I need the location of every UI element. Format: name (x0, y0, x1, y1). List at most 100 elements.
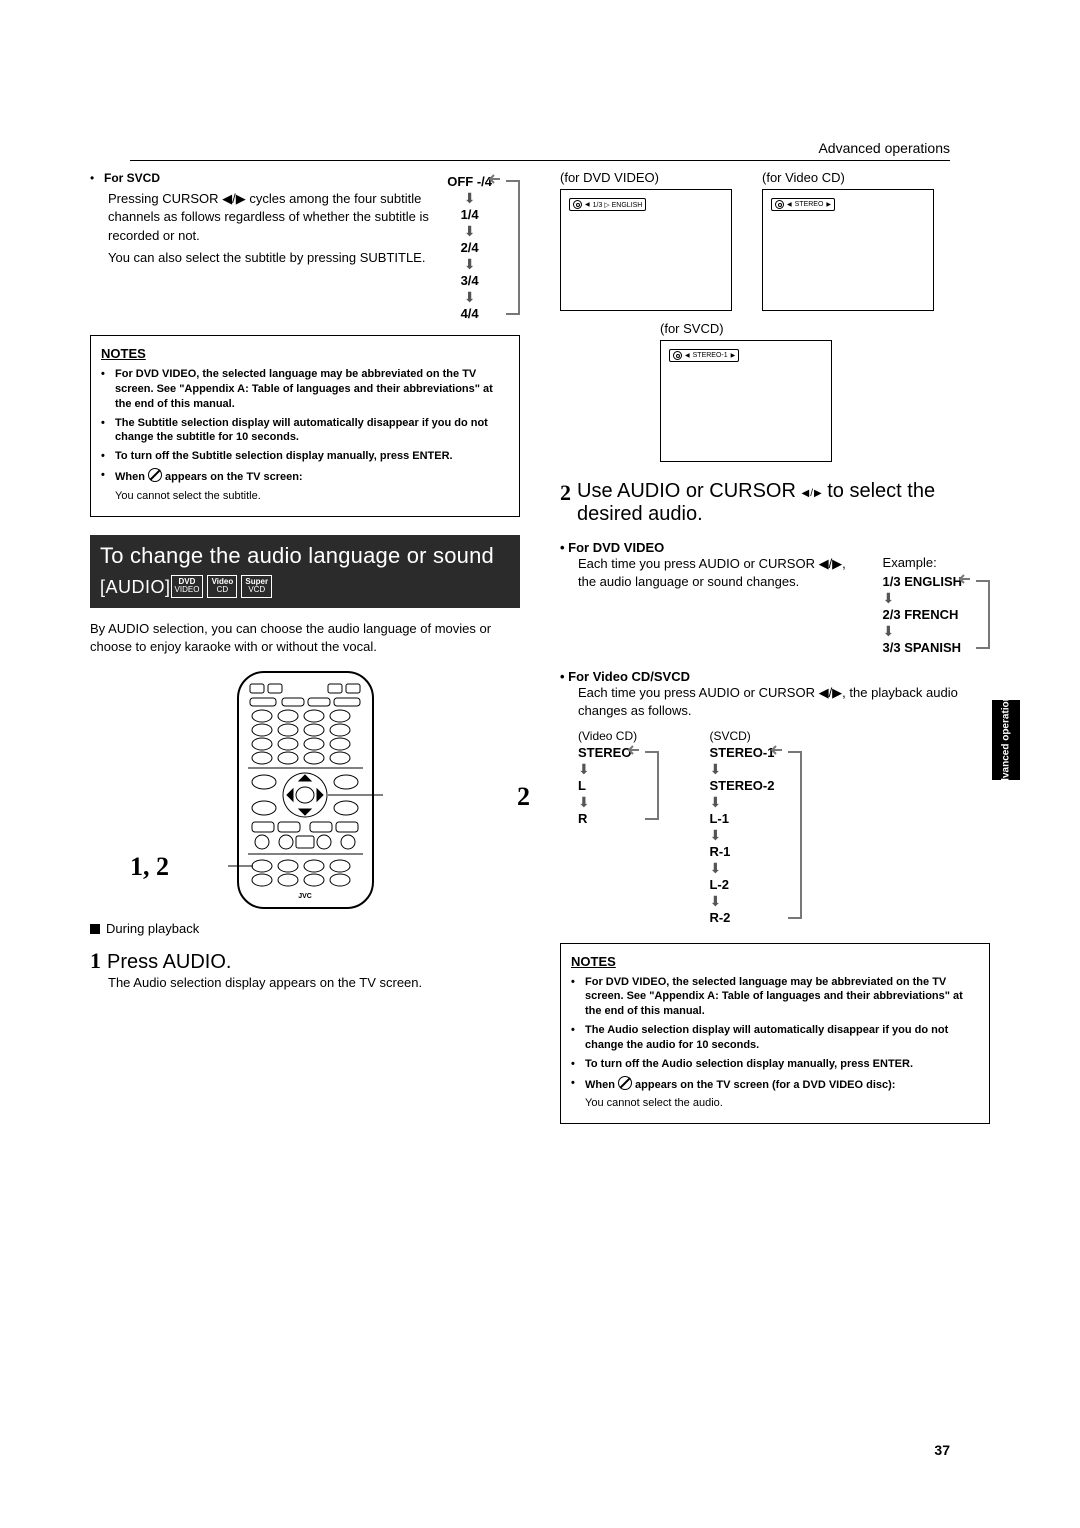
arrow-down-icon: ⬇ (709, 861, 721, 875)
arrow-down-icon: ⬇ (883, 591, 895, 605)
arrow-down-icon: ⬇ (578, 795, 590, 809)
band-subtitle: [AUDIO] (100, 577, 171, 598)
example-label: Example: (883, 555, 990, 570)
sequence-step: L-2 (709, 877, 729, 892)
arrow-down-icon: ⬇ (709, 828, 721, 842)
sequence-step: R-1 (709, 844, 730, 859)
screen-svcd: (for SVCD) STEREO-1 (660, 321, 990, 462)
notes-list: For DVD VIDEO, the selected language may… (101, 367, 509, 464)
dvd-sequence-bracket (972, 574, 990, 655)
remote-figure: JVC 2 1, 2 (90, 670, 520, 910)
format-badges: DVDVIDEOVideoCDSuperVCD (171, 575, 273, 598)
vcd-body: Each time you press AUDIO or CURSOR ◀/▶,… (578, 684, 990, 720)
sequence-step: 2/3 FRENCH (883, 607, 959, 622)
notes-when-body: You cannot select the subtitle. (115, 489, 509, 504)
callout-2: 2 (517, 782, 530, 812)
step-2-text-a: Use AUDIO or CURSOR (577, 480, 801, 502)
video-cd-sequence: STEREO ⬇ L ⬇ R (578, 745, 631, 826)
svcd-audio-sequence: STEREO-1⬇STEREO-2⬇L-1⬇R-1⬇L-2⬇R-2 (709, 745, 774, 925)
when-prefix-audio: When (585, 1079, 618, 1091)
notes-when-line-audio: When appears on the TV screen (for a DVD… (585, 1076, 895, 1093)
format-badge: SuperVCD (241, 575, 272, 598)
sequence-step: 1/4 (461, 207, 479, 222)
osd-vcd: STEREO (771, 198, 835, 211)
section-header: Advanced operations (818, 140, 950, 156)
when-suffix-audio: appears on the TV screen (for a DVD VIDE… (632, 1079, 895, 1091)
audio-intro: By AUDIO selection, you can choose the a… (90, 620, 520, 656)
svcd-audio-label: (SVCD) (709, 728, 802, 744)
arrow-down-icon: ⬇ (464, 257, 476, 271)
sequence-bracket (502, 174, 520, 321)
svg-text:JVC: JVC (298, 893, 312, 900)
dvd-body: Each time you press AUDIO or CURSOR ◀/▶,… (578, 555, 863, 591)
notes-item: The Subtitle selection display will auto… (101, 416, 509, 446)
band-title: To change the audio language or sound (100, 543, 510, 569)
sequence-step: R (578, 811, 587, 826)
notes-title: NOTES (101, 346, 509, 361)
osd-svcd: STEREO-1 (669, 349, 739, 362)
svcd-para-2: You can also select the subtitle by pres… (108, 249, 431, 267)
video-cd-block: (Video CD) STEREO ⬇ L ⬇ R (578, 728, 659, 924)
screen-vcd: (for Video CD) STEREO (762, 170, 934, 311)
screen-dvd-label: (for DVD VIDEO) (560, 170, 732, 185)
notes-box-subtitle: NOTES For DVD VIDEO, the selected langua… (90, 335, 520, 517)
sequence-step: 3/3 SPANISH (883, 640, 962, 655)
dvd-lang-sequence: 1/3 ENGLISH ⬇ 2/3 FRENCH ⬇ 3/3 SPANISH (883, 574, 962, 655)
arrow-down-icon: ⬇ (709, 894, 721, 908)
sequence-step: L (578, 778, 586, 793)
step-2-number: 2 (560, 480, 571, 506)
vcd-sequence-bracket (641, 745, 659, 826)
arrow-down-icon: ⬇ (709, 762, 721, 776)
sequence-step: 4/4 (461, 306, 479, 321)
left-column: For SVCD Pressing CURSOR ◀/▶ cycles amon… (90, 170, 520, 1124)
prohibit-icon (148, 468, 162, 482)
sequence-step: STEREO (578, 745, 631, 760)
sequence-step: 3/4 (461, 273, 479, 288)
osd-dvd: 1/3 ▷ ENGLISH (569, 198, 646, 211)
svcd-heading: For SVCD (104, 170, 160, 186)
svcd-block: (SVCD) STEREO-1⬇STEREO-2⬇L-1⬇R-1⬇L-2⬇R-2 (709, 728, 802, 924)
sequence-step: 2/4 (461, 240, 479, 255)
step-1-text: Press AUDIO. (107, 951, 231, 974)
video-cd-label: (Video CD) (578, 728, 659, 744)
arrow-down-icon: ⬇ (883, 624, 895, 638)
notes-item: For DVD VIDEO, the selected language may… (101, 367, 509, 412)
notes-list-audio: For DVD VIDEO, the selected language may… (571, 975, 979, 1072)
notes-item: To turn off the Audio selection display … (571, 1057, 979, 1072)
osd-svcd-text: STEREO-1 (693, 352, 728, 359)
notes-item: The Audio selection display will automat… (571, 1023, 979, 1053)
vcd-subhead: For Video CD/SVCD (560, 669, 990, 684)
callout-1-2: 1, 2 (130, 852, 169, 882)
svcd-para-1: Pressing CURSOR ◀/▶ cycles among the fou… (108, 190, 431, 245)
header-rule (130, 160, 950, 161)
format-badge: DVDVIDEO (171, 575, 204, 598)
bullet-square-icon (90, 924, 100, 934)
screen-svcd-label: (for SVCD) (660, 321, 990, 336)
section-band: To change the audio language or sound [A… (90, 535, 520, 608)
notes-when-body-audio: You cannot select the audio. (585, 1096, 979, 1111)
prohibit-icon (618, 1076, 632, 1090)
format-badge: VideoCD (207, 575, 237, 598)
arrow-down-icon: ⬇ (709, 795, 721, 809)
sequence-step: OFF -/4 (447, 174, 492, 189)
when-prefix: When (115, 471, 148, 483)
screen-vcd-label: (for Video CD) (762, 170, 934, 185)
page-number: 37 (934, 1442, 950, 1458)
osd-dvd-text: 1/3 ▷ ENGLISH (593, 201, 643, 209)
notes-when-line: When appears on the TV screen: (115, 468, 303, 485)
during-playback: During playback (106, 921, 199, 936)
arrow-down-icon: ⬇ (464, 224, 476, 238)
manual-page: Advanced operations Advanced operations … (0, 0, 1080, 1528)
notes-title-audio: NOTES (571, 954, 979, 969)
step-1-number: 1 (90, 948, 101, 974)
sequence-step: L-1 (709, 811, 729, 826)
side-tab: Advanced operations (992, 700, 1020, 780)
arrow-down-icon: ⬇ (578, 762, 590, 776)
arrow-down-icon: ⬇ (464, 191, 476, 205)
sequence-step: STEREO-1 (709, 745, 774, 760)
sequence-step: 1/3 ENGLISH (883, 574, 962, 589)
dvd-subhead: For DVD VIDEO (560, 540, 990, 555)
sequence-step: R-2 (709, 910, 730, 925)
when-suffix: appears on the TV screen: (162, 471, 303, 483)
arrow-down-icon: ⬇ (464, 290, 476, 304)
